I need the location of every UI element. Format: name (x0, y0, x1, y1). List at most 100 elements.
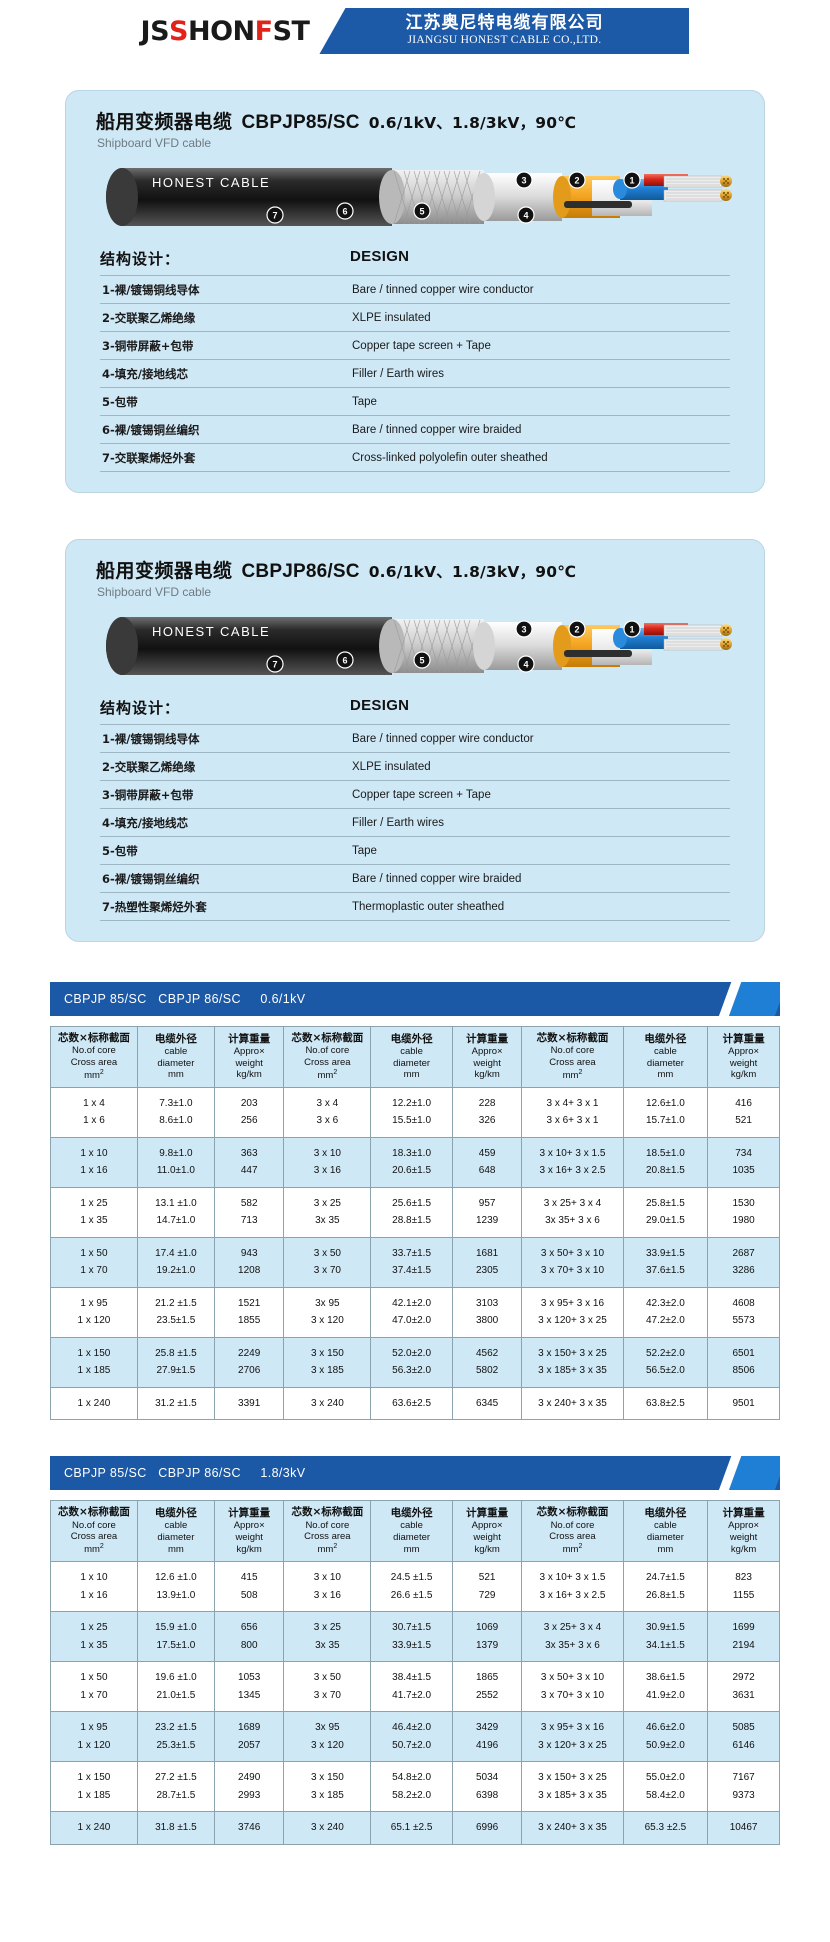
spec-cell: 2490 2993 (213, 1761, 285, 1813)
spec-cell: 15.9 ±1.0 17.5±1.0 (136, 1611, 215, 1663)
col-en1: cable (164, 1520, 188, 1532)
spec-bar-06-1kv: CBPJP 85/SC CBPJP 86/SC 0.6/1kV (50, 982, 780, 1016)
col-cn: 芯数×标称截面 (536, 1032, 609, 1044)
design-header: 结构设计： DESIGN (100, 697, 742, 718)
spec-cell: 13.1 ±1.0 14.7±1.0 (136, 1186, 215, 1238)
table-row: 3-铜带屏蔽+包带 Copper tape screen + Tape (100, 780, 730, 809)
col-en2: diameter (157, 1531, 195, 1543)
product-card-85: 船用变频器电缆 CBPJP85/SC 0.6/1kV、1.8/3kV，90℃ S… (65, 90, 765, 493)
col-cn: 计算重量 (228, 1032, 271, 1045)
col-cn: 芯数×标称截面 (291, 1032, 364, 1044)
spec-cell: 38.4±1.5 41.7±2.0 (370, 1661, 453, 1713)
col-en1: Appro× (728, 1520, 760, 1532)
spec-cell: 9501 (707, 1386, 780, 1421)
design-row-cn: 1-裸/镀锡铜线导体 (100, 275, 350, 304)
col-en3: kg/km (730, 1543, 757, 1555)
col-en2: diameter (393, 1057, 431, 1069)
spec-cell: 1681 2305 (451, 1236, 523, 1288)
spec-cell: 4562 5802 (451, 1336, 523, 1388)
spec-cell: 3 x 95+ 3 x 16 3 x 120+ 3 x 25 (521, 1711, 624, 1763)
spec-cell: 3 x 10 3 x 16 (283, 1136, 372, 1188)
spec-cell: 1 x 150 1 x 185 (50, 1761, 138, 1813)
spec-cell: 1 x 95 1 x 120 (50, 1286, 138, 1338)
col-header: 芯数×标称截面 No.of core Cross area mm2 (283, 1500, 372, 1563)
col-en3: mm (657, 1543, 674, 1555)
spec-cell: 1865 2552 (451, 1661, 523, 1713)
table-row: 2-交联聚乙烯绝缘 XLPE insulated (100, 752, 730, 781)
cable-brand-text: HONEST CABLE (152, 175, 270, 190)
card-subtitle: Shipboard VFD cable (97, 136, 212, 150)
design-row-en: Copper tape screen + Tape (350, 331, 730, 360)
col-cn: 计算重量 (466, 1032, 509, 1045)
table-row: 6-裸/镀锡铜丝编织 Bare / tinned copper wire bra… (100, 864, 730, 893)
spec-bar-18-3kv: CBPJP 85/SC CBPJP 86/SC 1.8/3kV (50, 1456, 780, 1491)
col-header: 电缆外径 cable diameter mm (370, 1026, 453, 1088)
col-en3: mm2 (84, 1068, 104, 1082)
design-row-en: XLPE insulated (350, 303, 730, 332)
company-name-cn: 江苏奥尼特电缆有限公司 (405, 13, 604, 34)
spec-cell: 2972 3631 (707, 1661, 780, 1713)
spec-cell: 63.8±2.5 (622, 1386, 709, 1421)
table-row: 1 x 240 31.8 ±1.5 3746 3 x 240 65.1 ±2.5 6996… (50, 1811, 780, 1845)
design-header-en: DESIGN (350, 248, 410, 265)
site-header: JS S HON F ST 江苏奥尼特电缆有限公司 JIANGSU HONEST CAB… (0, 0, 830, 62)
card-title-cn: 船用变频器电缆 (96, 111, 233, 133)
col-header: 电缆外径 cable diameter mm (136, 1026, 215, 1088)
spec-cell: 1053 1345 (213, 1661, 285, 1713)
col-en3: kg/km (730, 1069, 757, 1081)
design-row-cn: 2-交联聚乙烯绝缘 (100, 752, 350, 781)
spec-cell: 9.8±1.0 11.0±1.0 (136, 1136, 215, 1188)
col-cn: 电缆外径 (644, 1506, 687, 1519)
spec-cell: 823 1155 (707, 1561, 780, 1613)
spec-cell: 54.8±2.0 58.2±2.0 (370, 1761, 453, 1813)
col-header: 计算重量 Appro× weight kg/km (707, 1500, 780, 1563)
svg-text:6: 6 (342, 207, 347, 217)
spec-cell: 1 x 240 (50, 1386, 138, 1421)
spec-cell: 31.8 ±1.5 (136, 1811, 215, 1845)
spec-cell: 33.9±1.5 37.6±1.5 (622, 1236, 709, 1288)
card-model-code: CBPJP85/SC (241, 112, 360, 133)
spec-cell: 46.4±2.0 50.7±2.0 (370, 1711, 453, 1763)
spec-cell: 3 x 240 (283, 1386, 372, 1421)
col-cn: 电缆外径 (644, 1032, 687, 1045)
spec-cell: 1689 2057 (213, 1711, 285, 1763)
col-en2: Cross area (304, 1531, 351, 1543)
design-row-cn: 4-填充/接地线芯 (100, 359, 350, 388)
col-header: 芯数×标称截面 No.of core Cross area mm2 (283, 1026, 372, 1088)
spec-cell: 52.0±2.0 56.3±2.0 (370, 1336, 453, 1388)
spec-cell: 1 x 95 1 x 120 (50, 1711, 138, 1763)
spec-cell: 10467 (707, 1811, 780, 1845)
spec-cell: 46.6±2.0 50.9±2.0 (622, 1711, 709, 1763)
col-en3: mm (167, 1543, 184, 1555)
design-row-en: Bare / tinned copper wire braided (350, 415, 730, 444)
col-cn: 电缆外径 (154, 1506, 197, 1519)
col-en2: weight (729, 1057, 758, 1069)
col-en1: No.of core (72, 1045, 116, 1057)
col-header: 芯数×标称截面 No.of core Cross area mm2 (521, 1500, 624, 1563)
spec-cell: 3 x 50+ 3 x 10 3 x 70+ 3 x 10 (521, 1661, 624, 1713)
spec-table-18-3kv: 芯数×标称截面 No.of core Cross area mm2 电缆外径 c… (50, 1500, 780, 1845)
spec-cell: 3 x 10+ 3 x 1.5 3 x 16+ 3 x 2.5 (521, 1561, 624, 1613)
spec-cell: 3391 (213, 1386, 285, 1421)
design-row-en: Bare / tinned copper wire conductor (350, 724, 730, 753)
design-row-cn: 6-裸/镀锡铜丝编织 (100, 864, 350, 893)
svg-text:5: 5 (419, 207, 424, 217)
design-row-en: Copper tape screen + Tape (350, 780, 730, 809)
spec-cell: 5085 6146 (707, 1711, 780, 1763)
col-header: 电缆外径 cable diameter mm (622, 1500, 709, 1563)
col-cn: 电缆外径 (154, 1032, 197, 1045)
design-row-en: Cross-linked polyolefin outer sheathed (350, 443, 730, 472)
col-en3: kg/km (236, 1543, 262, 1555)
col-header: 计算重量 Appro× weight kg/km (451, 1500, 523, 1563)
design-table-85: 1-裸/镀锡铜线导体 Bare / tinned copper wire con… (100, 275, 730, 472)
logo-text-hon: HON (187, 15, 255, 47)
spec-cell: 25.6±1.5 28.8±1.5 (370, 1186, 453, 1238)
design-row-cn: 5-包带 (100, 836, 350, 865)
spec-cell: 3 x 150 3 x 185 (283, 1336, 372, 1388)
col-en3: mm2 (84, 1543, 104, 1556)
col-cn: 计算重量 (466, 1506, 509, 1519)
